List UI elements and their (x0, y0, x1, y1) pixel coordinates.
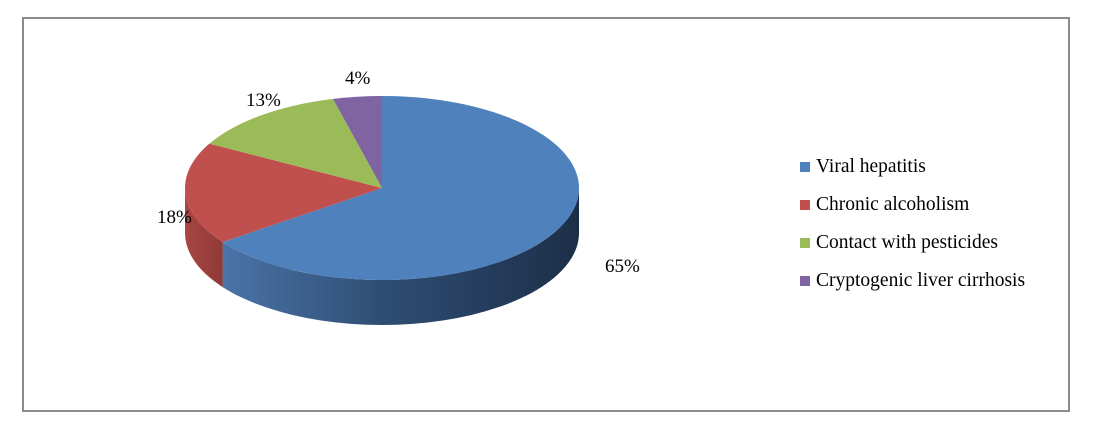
pie-side-viral-hepatitis (222, 188, 579, 325)
legend-swatch (800, 276, 810, 286)
legend-item: Contact with pesticides (800, 224, 1025, 262)
legend-label: Viral hepatitis (816, 156, 926, 177)
data-label-viral-hepatitis: 65% (605, 256, 640, 277)
chart-frame (22, 17, 1070, 412)
data-label-chronic-alcoholism: 18% (157, 207, 192, 228)
legend-item: Cryptogenic liver cirrhosis (800, 262, 1025, 300)
legend-swatch (800, 200, 810, 210)
data-label-contact-with-pesticides: 13% (246, 90, 281, 111)
legend-label: Contact with pesticides (816, 232, 998, 253)
legend-label: Chronic alcoholism (816, 194, 970, 215)
legend-label: Cryptogenic liver cirrhosis (816, 270, 1026, 291)
pie-slice-contact-with-pesticides (209, 98, 382, 188)
pie-slice-cryptogenic-liver-cirrhosis (333, 96, 382, 188)
data-label-cryptogenic-liver-cirrhosis: 4% (345, 68, 371, 89)
legend: Viral hepatitis Chronic alcoholism Contact… (800, 148, 1025, 300)
legend-swatch (800, 162, 810, 172)
legend-item: Chronic alcoholism (800, 186, 1025, 224)
pie-slice-viral-hepatitis (222, 96, 579, 280)
legend-swatch (800, 238, 810, 248)
legend-item: Viral hepatitis (800, 148, 1025, 186)
pie-slice-chronic-alcoholism (184, 143, 382, 243)
pie-side-chronic-alcoholism (185, 188, 223, 288)
